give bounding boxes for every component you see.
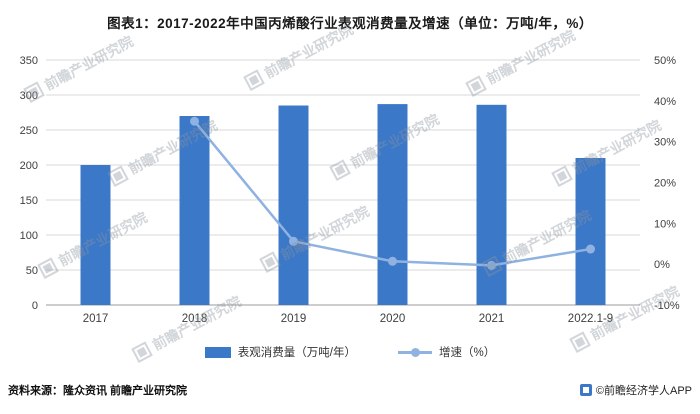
x-axis-label: 2021 <box>479 313 505 325</box>
left-axis-tick-label: 350 <box>20 55 38 67</box>
chart-title: 图表1：2017-2022年中国丙烯酸行业表观消费量及增速（单位：万吨/年，%） <box>107 16 593 31</box>
left-axis-tick-label: 300 <box>20 90 38 102</box>
left-axis-tick-label: 0 <box>32 300 38 312</box>
bar-legend-swatch-icon <box>204 346 231 358</box>
bar-legend-label: 表观消费量（万吨/年） <box>237 347 356 359</box>
chart-plot-area: 0 50 100 150 200 250 300 350 -10% 0% 10% 20% 30% 40% 5… <box>20 55 680 325</box>
right-axis-tick-label: 10% <box>654 218 676 230</box>
line-legend-label: 增速（%） <box>438 347 496 359</box>
bar-2020 <box>377 104 408 305</box>
left-axis-tick-label: 250 <box>20 125 38 137</box>
credit-text: ©前瞻经济学人APP <box>595 385 692 397</box>
growth-line-marker <box>190 116 199 126</box>
x-axis-label: 2020 <box>380 313 406 325</box>
qianzhan-app-logo-icon <box>579 384 592 396</box>
x-axis-label: 2019 <box>281 313 307 325</box>
legend-item-consumption: 表观消费量（万吨/年） <box>204 344 356 360</box>
bar-2017 <box>80 165 111 305</box>
x-axis-label: 2022.1-9 <box>568 313 613 325</box>
right-axis-tick-label: -10% <box>654 300 680 312</box>
right-axis-tick-label: 0% <box>654 259 670 271</box>
right-axis-tick-label: 30% <box>654 137 676 149</box>
left-axis-tick-label: 200 <box>20 160 38 172</box>
growth-line-marker <box>487 260 496 270</box>
credit: ©前瞻经济学人APP <box>579 382 692 398</box>
x-axis-label: 2017 <box>83 313 109 325</box>
right-axis-tick-label: 50% <box>654 55 676 67</box>
left-axis-tick-label: 100 <box>20 230 38 242</box>
right-axis-tick-label: 40% <box>654 96 676 108</box>
bar-2019 <box>278 105 309 305</box>
right-axis-tick-label: 20% <box>654 178 676 190</box>
footer: 资料来源：隆众资讯 前瞻产业研究院 ©前瞻经济学人APP <box>0 382 700 398</box>
line-legend-dot-icon <box>410 348 420 357</box>
growth-line-marker <box>289 236 298 246</box>
growth-line-marker <box>586 244 595 254</box>
bar-2021 <box>476 104 507 305</box>
legend-item-growth: 增速（%） <box>397 344 496 360</box>
growth-line-marker <box>388 256 397 266</box>
legend: 表观消费量（万吨/年） 增速（%） <box>0 344 700 360</box>
bar-2022.1-9 <box>575 158 606 305</box>
bar-2018 <box>179 116 210 305</box>
left-axis-tick-label: 50 <box>26 265 38 277</box>
x-axis-label: 2018 <box>182 313 208 325</box>
left-axis-tick-label: 150 <box>20 195 38 207</box>
source-text: 资料来源：隆众资讯 前瞻产业研究院 <box>8 385 188 397</box>
line-legend-swatch-icon <box>397 346 432 358</box>
